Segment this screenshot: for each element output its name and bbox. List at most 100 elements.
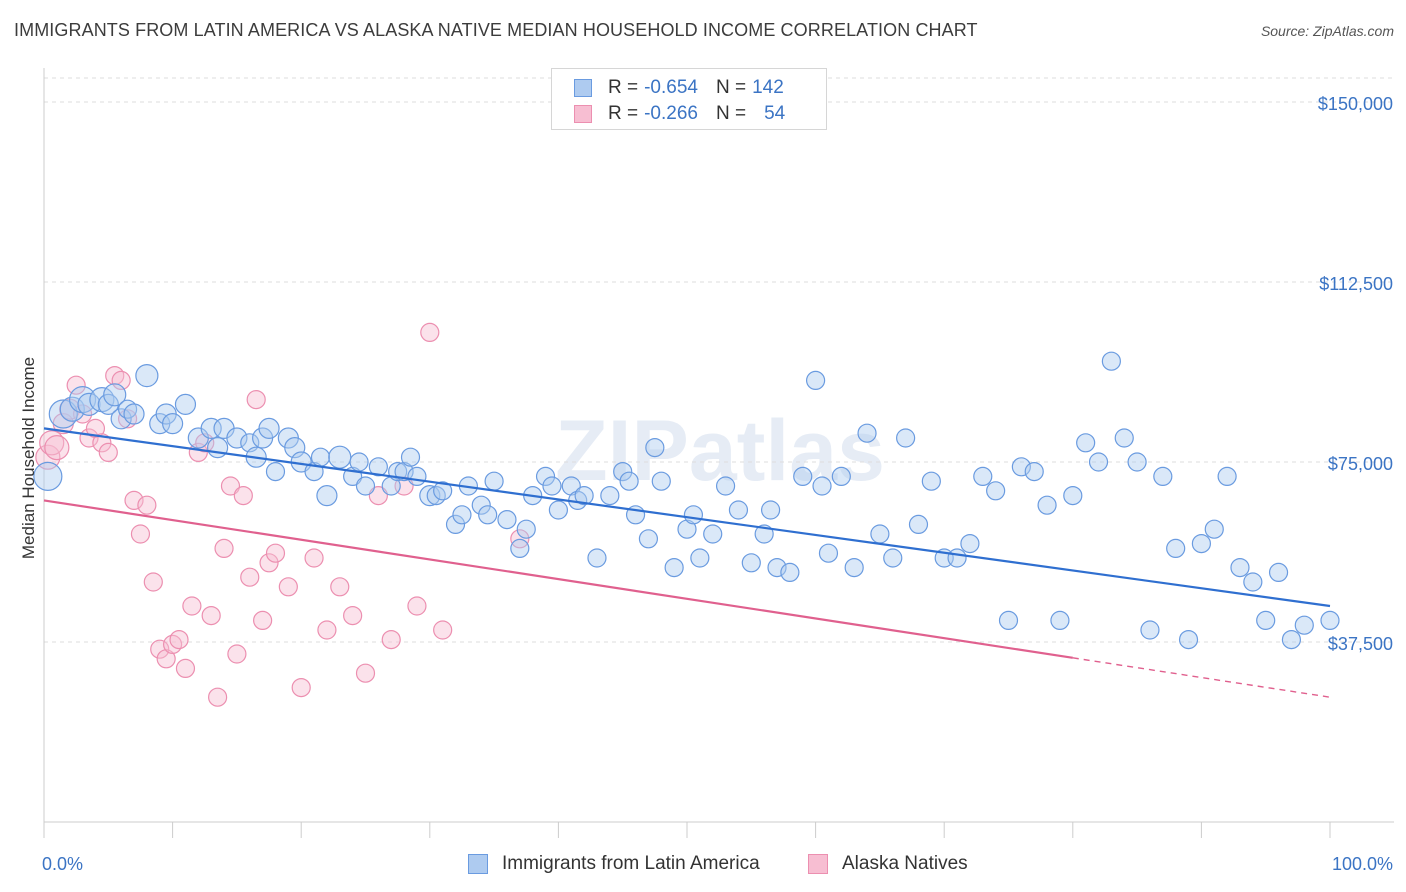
latin-america-point: [1178, 629, 1199, 650]
latin-america-point: [741, 553, 761, 573]
series-label: Immigrants from Latin America: [502, 853, 760, 874]
series-legend-latin-america: Immigrants from Latin America: [468, 851, 760, 877]
latin-america-point: [452, 505, 472, 525]
alaska-natives-point: [227, 644, 247, 664]
latin-america-point: [265, 462, 286, 482]
alaska-natives-point: [233, 486, 253, 506]
x-tick-label-min: 0.0%: [42, 854, 83, 874]
latin-america-point: [516, 519, 536, 539]
latin-america-point: [818, 543, 839, 563]
alaska-natives-point: [169, 629, 189, 650]
y-axis-label: Median Household Income: [19, 357, 38, 559]
latin-america-point: [857, 423, 877, 443]
alaska-natives-point: [137, 495, 157, 515]
latin-america-point: [760, 500, 781, 520]
latin-america-point: [1204, 519, 1224, 539]
latin-america-point: [1037, 495, 1057, 515]
latin-america-point: [368, 457, 388, 477]
alaska-natives-point: [253, 610, 273, 631]
latin-america-point: [548, 500, 569, 520]
latin-america-point: [831, 466, 851, 486]
latin-america-point: [1153, 466, 1173, 486]
latin-america-point: [728, 500, 749, 520]
legend-n-label: N =: [715, 77, 747, 98]
latin-america-point: [908, 514, 929, 535]
alaska-natives-point: [291, 677, 311, 698]
latin-america-points: [33, 351, 1340, 650]
latin-america-point: [1127, 452, 1147, 472]
latin-america-point: [394, 462, 414, 482]
latin-america-point: [33, 461, 63, 491]
legend-r-value: -0.654: [644, 77, 698, 98]
latin-america-point: [619, 471, 639, 491]
legend-row-latin-america: R = -0.654 N = 142: [574, 76, 784, 100]
latin-america-point: [1024, 462, 1044, 482]
legend-r-label: R =: [608, 103, 639, 124]
latin-america-point: [1191, 533, 1212, 554]
latin-america-point: [110, 408, 132, 430]
latin-america-point: [349, 452, 369, 472]
latin-america-point: [484, 471, 504, 491]
alaska-natives-point: [175, 658, 196, 679]
latin-america-point: [162, 413, 184, 435]
latin-america-point: [400, 447, 421, 467]
latin-america-point: [677, 519, 697, 539]
latin-america-point: [767, 557, 787, 578]
latin-america-point: [844, 557, 864, 578]
latin-america-point: [998, 610, 1019, 631]
alaska-natives-point: [92, 433, 112, 453]
legend-n-label: N =: [715, 103, 747, 124]
alaska-natives-point: [343, 605, 363, 626]
latin-america-point: [1050, 610, 1070, 631]
alaska-natives-point: [188, 442, 208, 462]
latin-america-point: [703, 524, 723, 544]
latin-america-point: [1063, 486, 1083, 506]
gridlines: [44, 77, 1394, 643]
trend-line-alaska-natives-extrapolated: [1072, 657, 1331, 698]
latin-america-point: [574, 486, 594, 506]
series-swatch-pink: [808, 854, 828, 874]
x-tick-label-max: 100.0%: [1332, 854, 1393, 874]
alaska-natives-point: [259, 553, 279, 573]
latin-america-point: [471, 495, 491, 515]
alaska-natives-point: [39, 430, 65, 456]
latin-america-point: [1230, 557, 1250, 578]
correlation-legend: R = -0.654 N = 142 R = -0.266 N = 54: [551, 68, 827, 130]
latin-america-point: [1217, 466, 1237, 486]
latin-america-point: [638, 529, 659, 549]
legend-swatch-pink: [574, 105, 592, 123]
alaska-natives-point: [66, 375, 86, 395]
alaska-natives-point: [368, 486, 388, 506]
source-credit: Source: ZipAtlas.com: [1260, 23, 1394, 39]
latin-america-point: [1101, 351, 1121, 371]
latin-america-point: [226, 427, 248, 449]
latin-america-point: [793, 466, 813, 486]
latin-america-point: [174, 393, 197, 415]
latin-america-point: [947, 548, 967, 568]
latin-america-point: [355, 476, 376, 496]
latin-america-point: [103, 383, 127, 407]
y-tick-label: $150,000: [1318, 94, 1393, 114]
legend-n-value: 142: [752, 77, 784, 98]
latin-america-point: [407, 466, 427, 486]
alaska-natives-point: [265, 543, 286, 563]
y-tick-labels: $37,500 $75,000 $112,500 $150,000: [1318, 94, 1393, 654]
latin-america-point: [683, 505, 704, 525]
alaska-natives-point: [98, 442, 118, 462]
latin-america-point: [645, 438, 665, 458]
latin-america-point: [478, 505, 498, 525]
latin-america-point: [921, 471, 941, 491]
alaska-natives-point: [278, 577, 298, 597]
latin-america-point: [419, 485, 441, 507]
alaska-natives-point: [201, 605, 221, 626]
latin-america-point: [445, 514, 466, 535]
latin-america-point: [1281, 629, 1302, 650]
series-label: Alaska Natives: [842, 853, 968, 874]
latin-america-point: [433, 481, 453, 501]
latin-america-point: [805, 370, 826, 390]
alaska-natives-point: [420, 322, 440, 342]
latin-america-point: [1140, 620, 1160, 640]
latin-america-point: [587, 548, 607, 568]
alaska-natives-points: [35, 322, 530, 707]
